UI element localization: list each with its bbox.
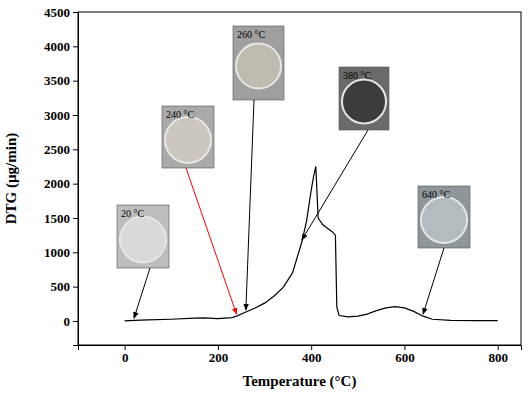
y-tick-mark xyxy=(73,184,78,185)
chart: 0 200 400 600 800 0 500 1000 1500 2000 2500 3000 350… xyxy=(0,0,528,396)
photo-dish xyxy=(120,217,166,263)
annotations: 20 °C 240 °C 260 °C 380 °C 640 °C xyxy=(117,26,470,318)
y-tick: 0 xyxy=(64,314,79,329)
y-tick-mark xyxy=(73,321,78,322)
x-tick: 400 xyxy=(302,345,322,365)
y-tick: 500 xyxy=(51,279,79,294)
x-tick-label: 600 xyxy=(395,350,415,365)
x-tick-label: 0 xyxy=(122,350,129,365)
y-tick-label: 2000 xyxy=(44,176,70,191)
inset-photo: 380 °C xyxy=(339,67,389,130)
y-axis-title: DTG (µg/min) xyxy=(3,133,20,225)
x-tick-label: 200 xyxy=(209,350,229,365)
inset-label: 240 °C xyxy=(166,109,194,120)
y-tick-mark xyxy=(73,81,78,82)
y-tick-mark xyxy=(73,46,78,47)
y-tick-label: 3000 xyxy=(44,108,70,123)
photo-background xyxy=(233,26,284,100)
y-tick-label: 1000 xyxy=(44,245,70,260)
dtg-line xyxy=(125,166,498,320)
inset-label: 380 °C xyxy=(343,70,371,81)
y-tick-mark xyxy=(73,287,78,288)
y-tick-label: 0 xyxy=(64,314,71,329)
y-tick-label: 3500 xyxy=(44,73,70,88)
x-axis: 0 200 400 600 800 xyxy=(79,345,522,365)
photo-background xyxy=(418,186,470,248)
y-tick-label: 4500 xyxy=(44,5,70,20)
x-axis-line xyxy=(79,346,522,351)
photo-background xyxy=(117,205,169,268)
y-tick: 3500 xyxy=(44,73,78,88)
photo-dish xyxy=(342,80,386,124)
x-tick: 600 xyxy=(395,345,415,365)
y-tick: 2000 xyxy=(44,176,78,191)
plot-frame xyxy=(78,12,521,345)
x-tick: 0 xyxy=(122,345,129,365)
x-tick-label: 800 xyxy=(488,350,508,365)
y-tick: 4500 xyxy=(44,5,78,20)
annotation-arrow xyxy=(423,248,444,314)
y-tick-label: 500 xyxy=(51,279,71,294)
marks xyxy=(125,166,498,320)
inset-photo: 640 °C xyxy=(418,186,470,248)
y-axis-line xyxy=(73,13,79,346)
y-tick-label: 4000 xyxy=(44,39,70,54)
y-tick: 4000 xyxy=(44,39,78,54)
inset-photo: 20 °C xyxy=(117,205,169,268)
y-tick: 3000 xyxy=(44,108,78,123)
inset-label: 20 °C xyxy=(121,208,144,219)
inset-photo: 240 °C xyxy=(162,106,214,168)
y-tick: 1000 xyxy=(44,245,78,260)
annotation-arrow xyxy=(134,268,150,318)
y-axis: 0 500 1000 1500 2000 2500 3000 3500 4000 4500 xyxy=(44,5,79,346)
y-tick-mark xyxy=(73,115,78,116)
x-tick: 200 xyxy=(209,345,229,365)
y-tick-label: 1500 xyxy=(44,211,70,226)
photo-background xyxy=(162,106,214,168)
annotation-arrow xyxy=(246,100,254,310)
inset-photo: 260 °C xyxy=(233,26,284,100)
y-tick-label: 2500 xyxy=(44,142,70,157)
x-axis-title: Temperature (°C) xyxy=(243,373,357,390)
inset-label: 640 °C xyxy=(422,189,450,200)
inset-label: 260 °C xyxy=(237,29,265,40)
photo-dish xyxy=(236,44,281,89)
photo-background xyxy=(339,67,389,130)
photo-dish xyxy=(165,117,211,163)
photo-dish xyxy=(421,197,467,243)
y-tick: 1500 xyxy=(44,211,78,226)
y-tick-mark xyxy=(73,252,78,253)
x-tick-label: 400 xyxy=(302,350,322,365)
annotation-arrow xyxy=(302,130,368,240)
y-tick-mark xyxy=(73,149,78,150)
y-tick: 2500 xyxy=(44,142,78,157)
y-tick-mark xyxy=(73,12,78,13)
x-tick: 800 xyxy=(488,345,508,365)
annotation-arrow xyxy=(186,168,237,314)
y-tick-mark xyxy=(73,218,78,219)
plot: 0 200 400 600 800 0 500 1000 1500 2000 2500 3000 350… xyxy=(44,5,522,366)
